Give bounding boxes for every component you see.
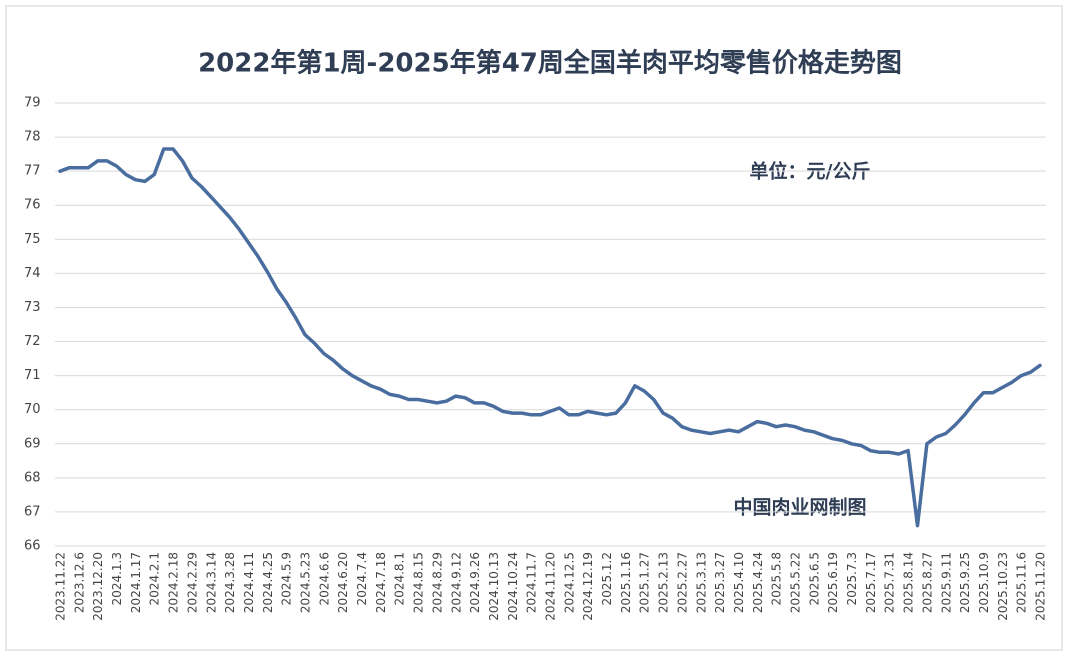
x-tick-label: 2024.7.4	[355, 552, 369, 605]
y-tick-label: 69	[24, 436, 41, 451]
x-tick-label: 2023.12.20	[91, 552, 105, 621]
y-tick-label: 74	[24, 266, 41, 281]
y-tick-label: 71	[24, 368, 41, 383]
y-tick-label: 78	[24, 130, 41, 145]
y-tick-label: 68	[24, 470, 41, 485]
x-tick-label: 2024.10.13	[487, 552, 501, 621]
chart-title: 2022年第1周-2025年第47周全国羊肉平均零售价格走势图	[198, 48, 902, 79]
x-tick-label: 2025.1.16	[619, 552, 633, 613]
x-tick-label: 2025.1.2	[600, 552, 614, 605]
x-tick-label: 2025.11.20	[1034, 552, 1048, 621]
x-tick-label: 2025.10.9	[977, 552, 991, 613]
x-tick-label: 2025.3.13	[694, 552, 708, 613]
x-tick-label: 2024.2.29	[185, 552, 199, 613]
x-tick-label: 2024.4.25	[261, 552, 275, 613]
x-tick-label: 2025.5.8	[770, 552, 784, 605]
x-tick-label: 2024.2.1	[148, 552, 162, 605]
x-tick-label: 2024.11.20	[544, 552, 558, 621]
x-tick-label: 2023.12.6	[72, 552, 86, 613]
x-tick-label: 2024.3.28	[223, 552, 237, 613]
x-tick-label: 2024.1.17	[129, 552, 143, 613]
x-tick-label: 2025.6.19	[826, 552, 840, 613]
y-tick-label: 70	[24, 402, 41, 417]
x-tick-label: 2025.9.11	[939, 552, 953, 613]
x-tick-label: 2025.2.13	[657, 552, 671, 613]
x-tick-label: 2025.10.23	[996, 552, 1010, 621]
source-annotation: 中国肉业网制图	[733, 496, 866, 519]
x-tick-label: 2024.8.1	[393, 552, 407, 605]
x-tick-label: 2024.5.9	[280, 552, 294, 605]
data-line	[58, 147, 1042, 528]
x-tick-label: 2024.4.11	[242, 552, 256, 613]
x-tick-label: 2025.9.25	[958, 552, 972, 613]
x-tick-label: 2024.2.18	[167, 552, 181, 613]
chart-frame	[5, 5, 1063, 651]
x-tick-label: 2025.5.22	[789, 552, 803, 613]
x-tick-label: 2024.10.24	[506, 552, 520, 621]
x-tick-label: 2025.8.14	[902, 552, 916, 613]
x-tick-label: 2025.6.5	[807, 552, 821, 605]
x-tick-label: 2024.6.6	[317, 552, 331, 605]
x-tick-label: 2024.9.12	[449, 552, 463, 613]
x-tick-label: 2024.1.3	[110, 552, 124, 605]
y-tick-label: 75	[24, 232, 41, 247]
x-tick-label: 2024.6.20	[336, 552, 350, 613]
x-tick-label: 2025.7.3	[845, 552, 859, 605]
x-tick-label: 2025.8.27	[920, 552, 934, 613]
x-tick-label: 2025.7.31	[883, 552, 897, 613]
x-tick-label: 2024.12.19	[581, 552, 595, 621]
x-tick-label: 2024.5.23	[299, 552, 313, 613]
x-tick-label: 2024.8.15	[412, 552, 426, 613]
x-tick-label: 2025.2.27	[675, 552, 689, 613]
x-tick-label: 2024.7.18	[374, 552, 388, 613]
y-tick-label: 77	[24, 164, 41, 179]
y-tick-label: 79	[24, 96, 41, 111]
x-tick-label: 2025.3.27	[713, 552, 727, 613]
x-tick-label: 2025.4.10	[732, 552, 746, 613]
x-tick-label: 2024.8.29	[430, 552, 444, 613]
x-tick-label: 2024.11.7	[525, 552, 539, 613]
x-tick-label: 2025.4.24	[751, 552, 765, 613]
x-tick-label: 2023.11.22	[54, 552, 68, 621]
x-tick-label: 2024.9.26	[468, 552, 482, 613]
y-tick-label: 66	[24, 539, 41, 554]
y-tick-label: 76	[24, 198, 41, 213]
x-tick-label: 2025.11.6	[1015, 552, 1029, 613]
y-tick-label: 72	[24, 334, 41, 349]
x-tick-label: 2024.12.5	[562, 552, 576, 613]
y-tick-label: 73	[24, 300, 41, 315]
y-tick-label: 67	[24, 504, 41, 519]
x-tick-label: 2025.7.17	[864, 552, 878, 613]
x-tick-label: 2025.1.27	[638, 552, 652, 613]
x-tick-label: 2024.3.14	[204, 552, 218, 613]
